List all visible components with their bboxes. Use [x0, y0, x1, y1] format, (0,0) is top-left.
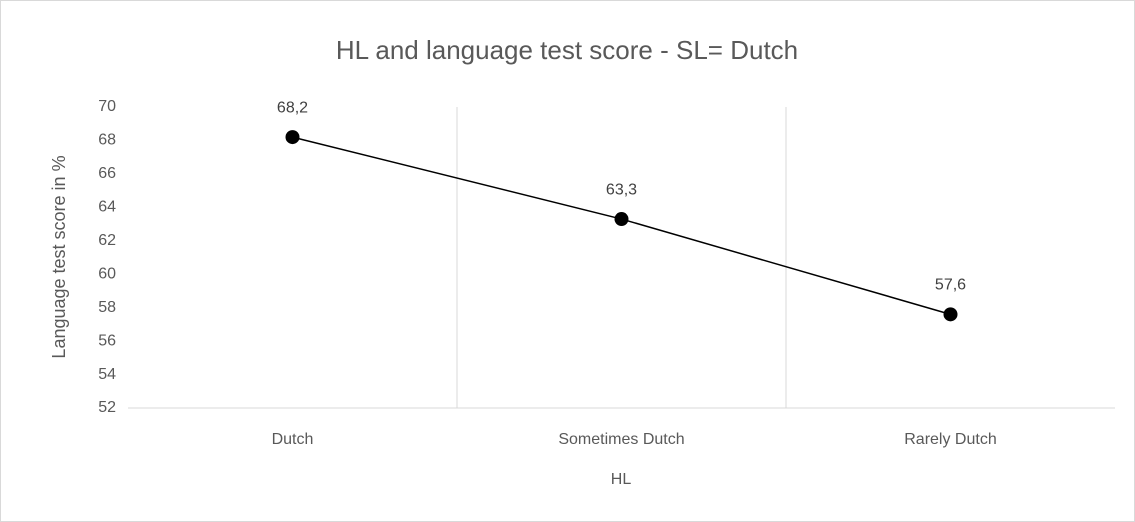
- y-tick-label: 68: [98, 132, 116, 149]
- y-tick-label: 56: [98, 332, 116, 349]
- y-tick-label: 64: [98, 199, 116, 216]
- data-label: 68,2: [277, 99, 308, 116]
- data-label: 63,3: [606, 181, 637, 198]
- y-tick-label: 58: [98, 299, 116, 316]
- chart-title: HL and language test score - SL= Dutch: [336, 35, 798, 65]
- x-tick-label: Rarely Dutch: [904, 431, 996, 448]
- data-label: 57,6: [935, 277, 966, 294]
- point: [943, 307, 958, 322]
- x-axis-label: HL: [611, 471, 632, 488]
- y-axis-label: Language test score in %: [49, 155, 69, 358]
- y-tick-label: 54: [98, 366, 116, 383]
- y-tick-label: 60: [98, 265, 116, 282]
- x-tick-label: Dutch: [272, 431, 314, 448]
- x-tick-label: Sometimes Dutch: [558, 431, 684, 448]
- y-tick-label: 62: [98, 232, 116, 249]
- point: [285, 130, 300, 145]
- point: [614, 212, 629, 227]
- y-tick-label: 70: [98, 98, 116, 115]
- y-tick-label: 52: [98, 399, 116, 416]
- y-tick-label: 66: [98, 165, 116, 182]
